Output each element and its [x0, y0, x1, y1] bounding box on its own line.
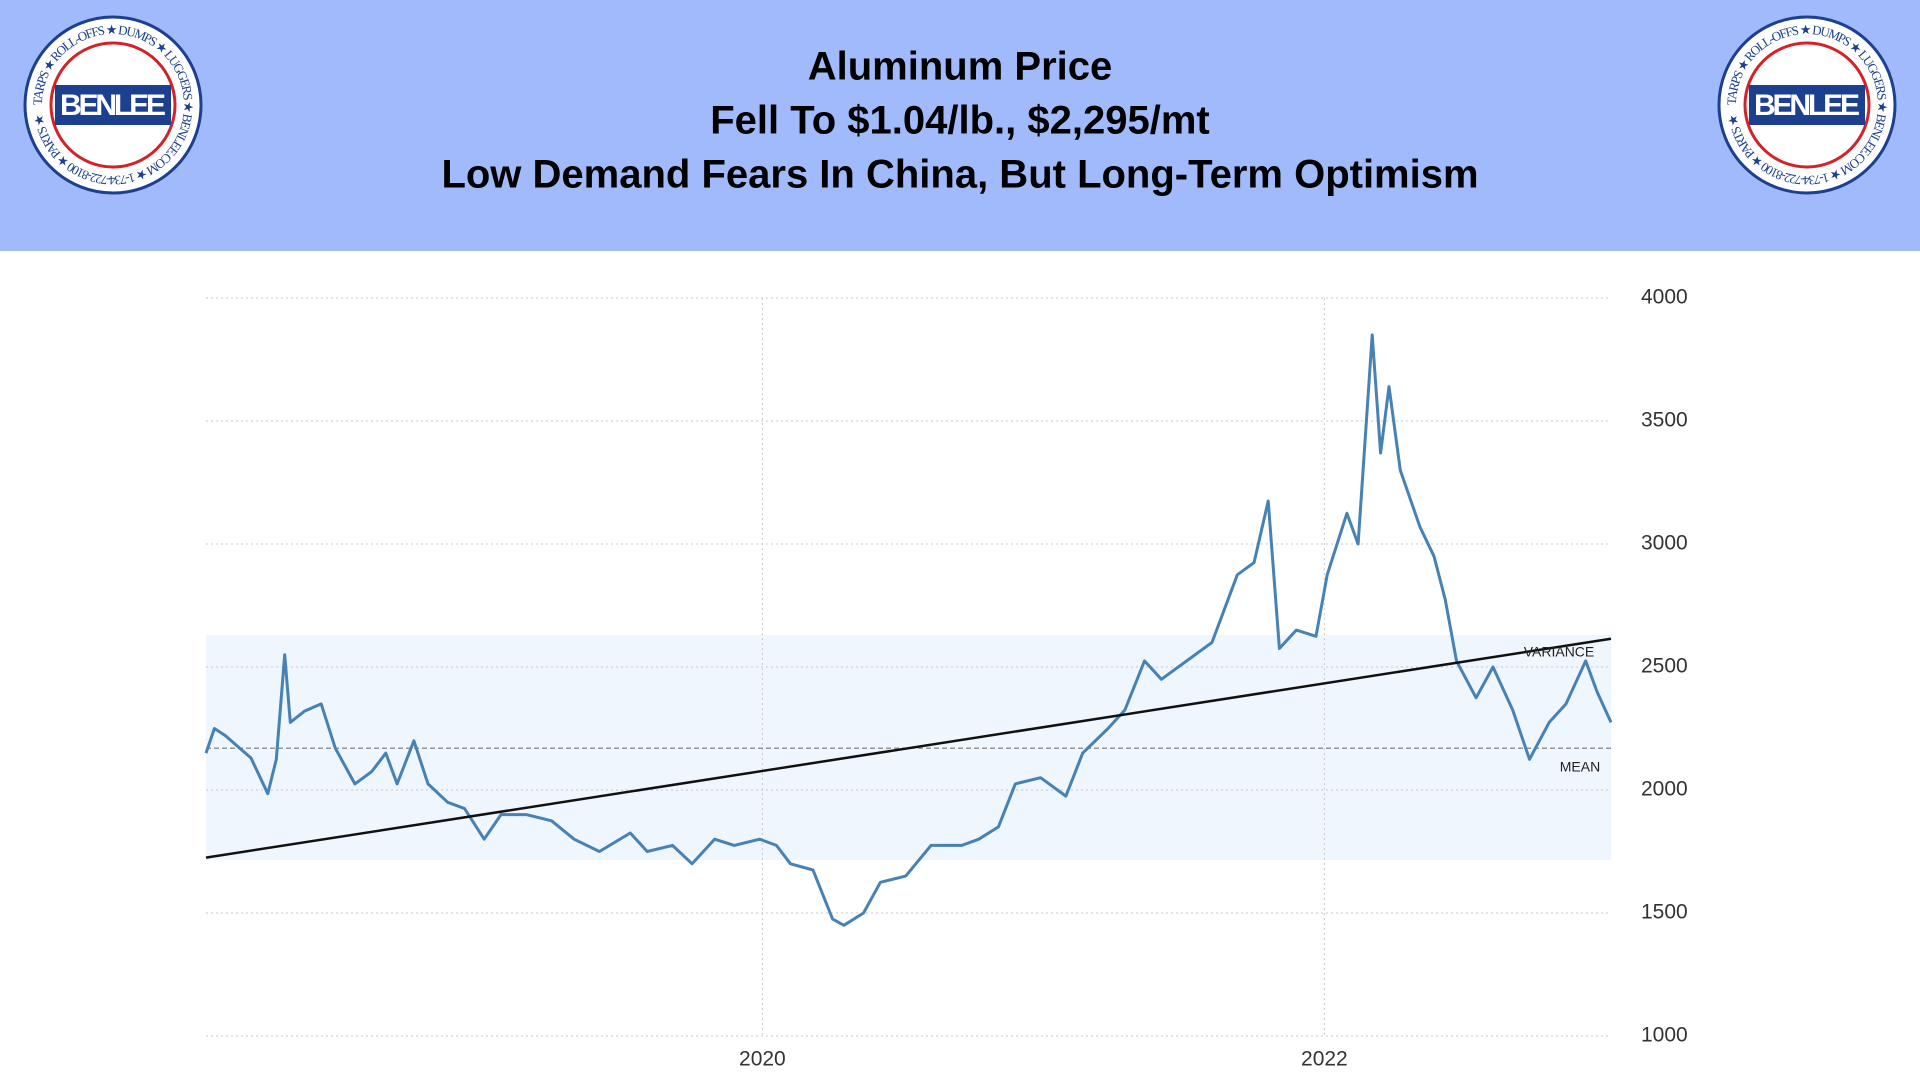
x-tick-label: 2022: [1301, 1048, 1348, 1071]
y-tick-label: 1500: [1641, 901, 1688, 924]
logo: TARPS ★ ROLL-OFFS ★ DUMPS ★ LUGGERS ★ BE…: [1717, 15, 1897, 195]
x-tick-label: 2020: [739, 1048, 786, 1071]
logo-name: BENLEE: [60, 89, 166, 122]
y-tick-label: 2500: [1641, 655, 1688, 678]
price-line: [204, 333, 1613, 927]
y-tick-label: 1000: [1641, 1024, 1688, 1047]
y-tick-label: 2000: [1641, 778, 1688, 801]
logo-banner: [1749, 85, 1865, 125]
variance-label: VARIANCE: [1524, 644, 1595, 660]
header-band: [0, 0, 1920, 251]
mean-label: MEAN: [1560, 759, 1600, 775]
y-tick-label: 4000: [1641, 286, 1688, 309]
title-line: Fell To $1.04/lb., $2,295/mt: [710, 99, 1209, 143]
logo: TARPS ★ ROLL-OFFS ★ DUMPS ★ LUGGERS ★ BE…: [23, 15, 203, 195]
trend-line: [205, 637, 1612, 859]
logo-name: BENLEE: [1754, 89, 1860, 122]
logo-banner: [55, 85, 171, 125]
y-tick-label: 3000: [1641, 532, 1688, 555]
y-tick-label: 3500: [1641, 409, 1688, 432]
title-line: Low Demand Fears In China, But Long-Term…: [441, 153, 1478, 197]
title-line: Aluminum Price: [808, 45, 1113, 89]
